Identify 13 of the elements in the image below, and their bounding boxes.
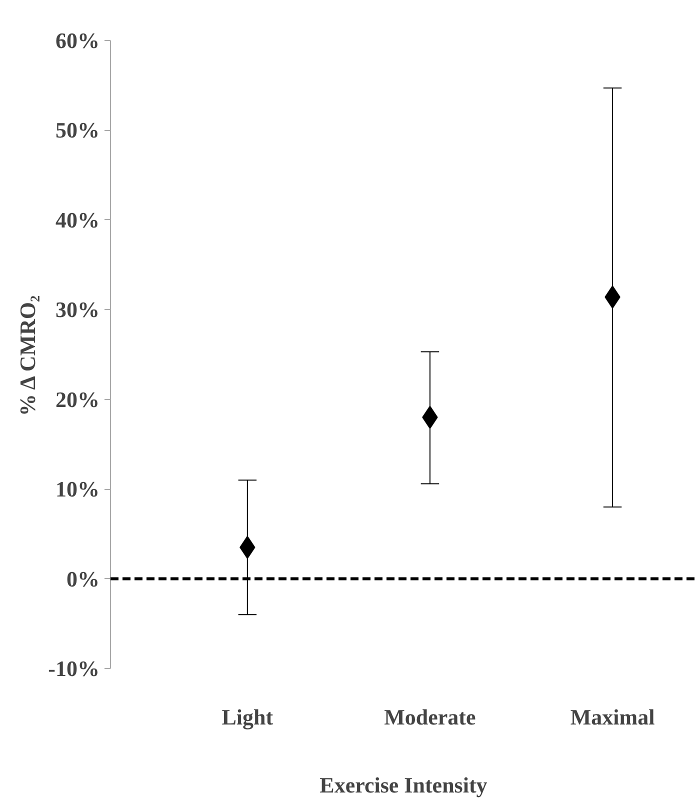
y-tick-label: 40%	[56, 207, 100, 232]
y-tick-label: -10%	[48, 656, 100, 681]
y-tick-label: 60%	[56, 28, 100, 53]
x-tick-label: Maximal	[570, 704, 655, 730]
y-tick-label: 50%	[56, 118, 100, 143]
x-tick-label: Light	[222, 704, 274, 730]
y-axis-title: % Δ CMRO₂	[15, 295, 40, 416]
y-tick-label: 10%	[56, 476, 100, 502]
y-tick-label: 0%	[66, 566, 100, 592]
x-axis-title: Exercise Intensity	[320, 772, 488, 798]
y-tick-label: 20%	[56, 386, 100, 412]
x-tick-label: Moderate	[384, 704, 476, 730]
y-tick-label: 30%	[56, 297, 100, 322]
